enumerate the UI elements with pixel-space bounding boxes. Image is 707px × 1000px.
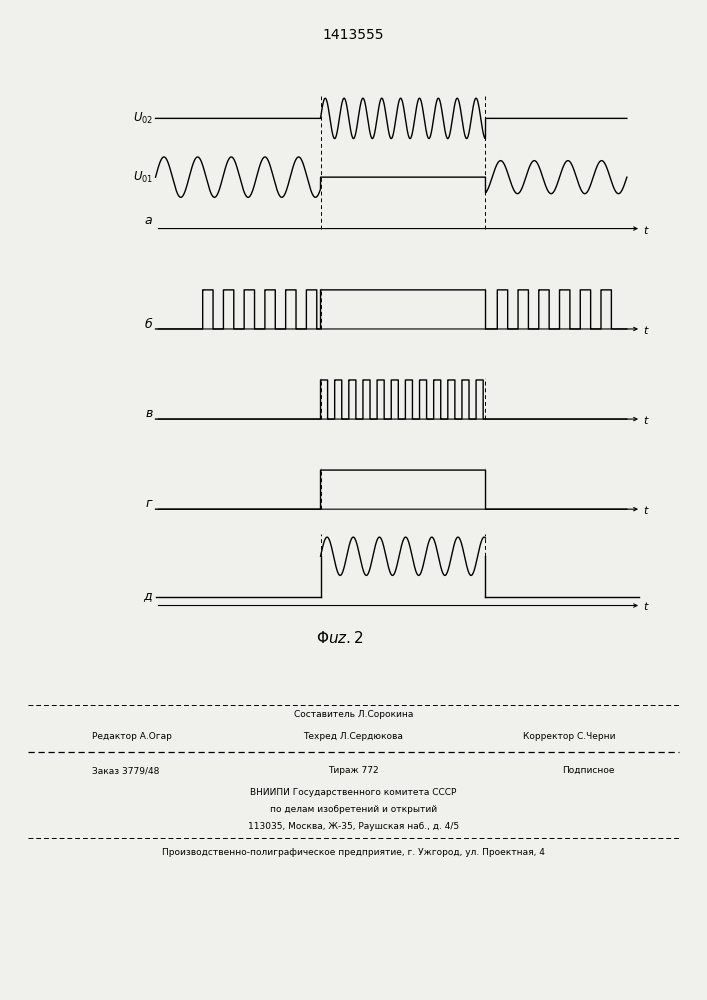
Text: $\Phi u z. 2$: $\Phi u z. 2$ (315, 630, 363, 646)
Text: по делам изобретений и открытий: по делам изобретений и открытий (270, 805, 437, 814)
Text: $t$: $t$ (643, 504, 650, 516)
Text: $t$: $t$ (643, 324, 650, 336)
Text: ВНИИПИ Государственного комитета СССР: ВНИИПИ Государственного комитета СССР (250, 788, 457, 797)
Text: $t$: $t$ (643, 600, 650, 612)
Text: Тираж 772: Тираж 772 (328, 766, 379, 775)
Text: $г$: $г$ (144, 497, 153, 510)
Text: $U_{01}$: $U_{01}$ (133, 170, 153, 185)
Text: $б$: $б$ (144, 316, 153, 331)
Text: Корректор С.Черни: Корректор С.Черни (522, 732, 615, 741)
Text: $д$: $д$ (143, 591, 153, 604)
Text: 113035, Москва, Ж-35, Раушская наб., д. 4/5: 113035, Москва, Ж-35, Раушская наб., д. … (248, 822, 459, 831)
Text: $a$: $a$ (144, 214, 153, 227)
Text: $в$: $в$ (144, 407, 153, 420)
Text: $U_{02}$: $U_{02}$ (133, 111, 153, 126)
Text: Техред Л.Сердюкова: Техред Л.Сердюкова (303, 732, 404, 741)
Text: Редактор А.Огар: Редактор А.Огар (92, 732, 172, 741)
Text: Подписное: Подписное (563, 766, 615, 775)
Text: 1413555: 1413555 (323, 28, 384, 42)
Text: Заказ 3779/48: Заказ 3779/48 (92, 766, 159, 775)
Text: Составитель Л.Сорокина: Составитель Л.Сорокина (294, 710, 413, 719)
Text: $t$: $t$ (643, 224, 650, 236)
Text: Производственно-полиграфическое предприятие, г. Ужгород, ул. Проектная, 4: Производственно-полиграфическое предприя… (162, 848, 545, 857)
Text: $t$: $t$ (643, 414, 650, 426)
